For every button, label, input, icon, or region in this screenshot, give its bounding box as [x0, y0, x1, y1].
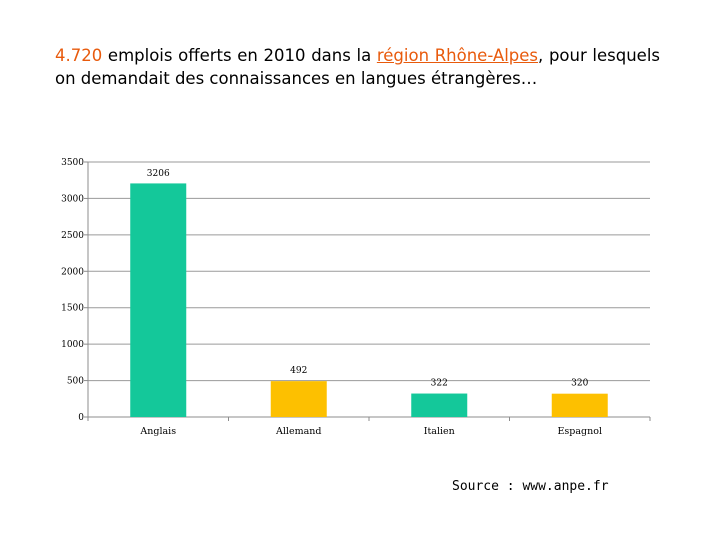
x-tick-label-anglais: Anglais	[139, 426, 176, 437]
bar-allemand	[270, 381, 327, 417]
title-text-1: emplois offerts en 2010 dans la	[102, 46, 377, 65]
y-axis-tick-labels: 0 500 1000 1500 2000 2500 3000 3500	[61, 158, 84, 423]
y-tick-label: 2000	[61, 267, 84, 277]
x-tick-label-allemand: Allemand	[275, 426, 321, 437]
value-label-anglais: 3206	[147, 169, 170, 179]
title-job-count: 4.720	[55, 46, 103, 65]
y-tick-label: 0	[78, 413, 84, 423]
bar-italien	[411, 393, 468, 417]
y-tick-label: 1500	[61, 304, 84, 314]
title-text-2: , pour lesquels on demandait des connais…	[55, 46, 661, 88]
source-note: Source : www.anpe.fr	[452, 479, 609, 494]
x-tick-label-italien: Italien	[424, 426, 455, 437]
value-label-espagnol: 320	[571, 379, 588, 389]
y-tick-label: 1000	[61, 340, 84, 350]
bars	[130, 183, 608, 417]
x-axis-tick-labels: Anglais Allemand Italien Espagnol	[139, 426, 602, 437]
value-label-italien: 322	[431, 379, 448, 389]
slide-title: 4.720 emplois offerts en 2010 dans la ré…	[55, 44, 660, 90]
y-tick-label: 3000	[61, 194, 84, 204]
y-tick-label: 500	[67, 377, 84, 387]
bar-espagnol	[551, 393, 608, 417]
bar-anglais	[130, 183, 187, 417]
y-tick-label: 3500	[61, 158, 84, 168]
y-tick-label: 2500	[61, 231, 84, 241]
value-label-allemand: 492	[290, 366, 307, 376]
value-labels: 3206 492 322 320	[147, 169, 589, 389]
x-tick-label-espagnol: Espagnol	[557, 426, 602, 437]
title-region: région Rhône-Alpes	[376, 46, 539, 65]
